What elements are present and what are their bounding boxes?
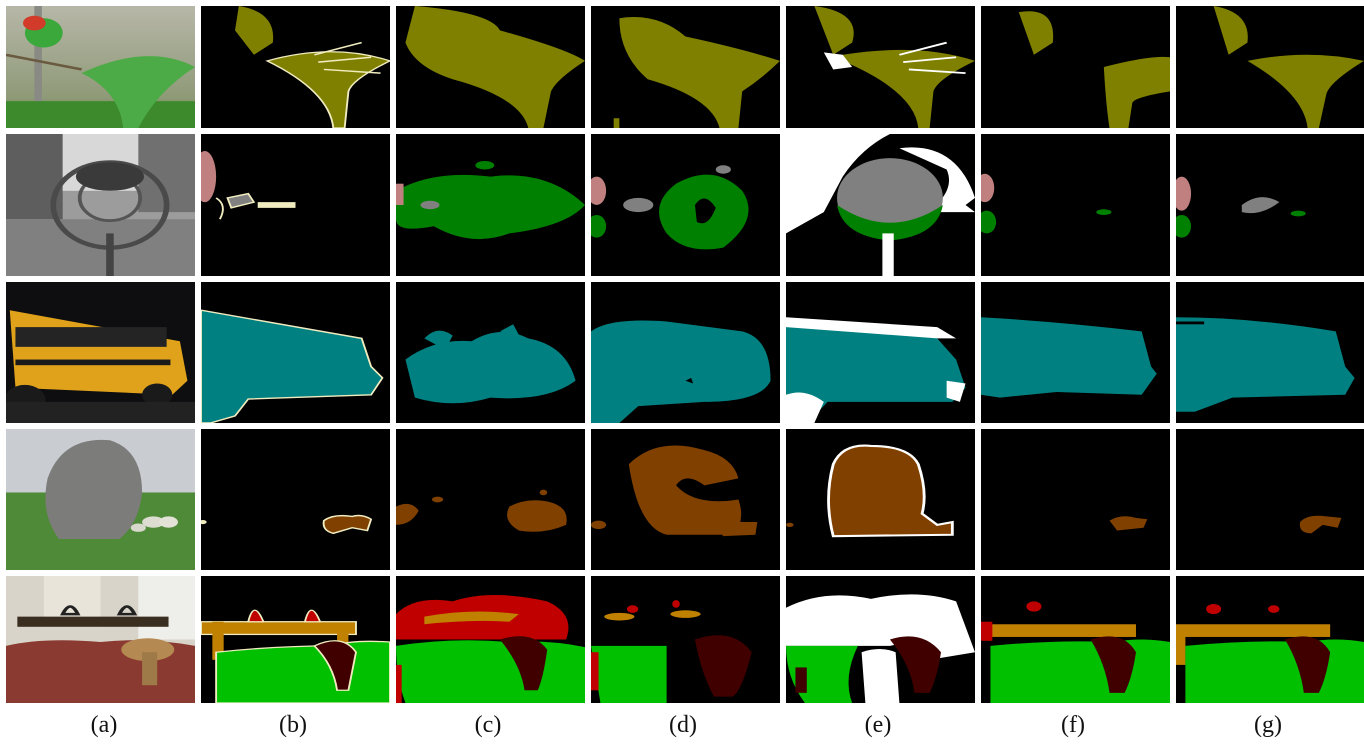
segmentation-mask-row4-col-g xyxy=(1176,429,1364,570)
segmentation-mask-row1-col-f xyxy=(981,6,1170,128)
segmentation-mask-row5-col-b xyxy=(201,576,390,703)
label-e: (e) xyxy=(864,712,892,738)
label-b: (b) xyxy=(279,712,307,738)
segmentation-mask-row3-col-e xyxy=(786,282,975,423)
segmentation-mask-row3-col-d xyxy=(591,282,780,423)
label-g: (g) xyxy=(1254,712,1282,738)
segmentation-mask-row2-col-c xyxy=(396,134,585,276)
segmentation-mask-row2-col-d xyxy=(591,134,780,276)
segmentation-mask-row5-col-g xyxy=(1176,576,1364,703)
segmentation-mask-row3-col-b xyxy=(201,282,390,423)
input-photo-row5-col-a xyxy=(6,576,195,703)
segmentation-mask-row2-col-e xyxy=(786,134,975,276)
input-photo-row3-col-a xyxy=(6,282,195,423)
segmentation-mask-row4-col-b xyxy=(201,429,390,570)
segmentation-mask-row3-col-f xyxy=(981,282,1170,423)
segmentation-mask-row1-col-c xyxy=(396,6,585,128)
segmentation-mask-row4-col-c xyxy=(396,429,585,570)
segmentation-mask-row4-col-f xyxy=(981,429,1170,570)
label-f: (f) xyxy=(1061,712,1085,738)
segmentation-mask-row3-col-c xyxy=(396,282,585,423)
segmentation-mask-row5-col-c xyxy=(396,576,585,703)
label-a: (a) xyxy=(90,712,118,738)
segmentation-mask-row3-col-g xyxy=(1176,282,1364,423)
input-photo-row4-col-a xyxy=(6,429,195,570)
segmentation-mask-row1-col-b xyxy=(201,6,390,128)
label-c: (c) xyxy=(474,712,502,738)
segmentation-mask-row1-col-g xyxy=(1176,6,1364,128)
segmentation-mask-row1-col-d xyxy=(591,6,780,128)
label-d: (d) xyxy=(669,712,697,738)
segmentation-mask-row5-col-d xyxy=(591,576,780,703)
segmentation-mask-row2-col-g xyxy=(1176,134,1364,276)
segmentation-mask-row5-col-e xyxy=(786,576,975,703)
segmentation-mask-row2-col-b xyxy=(201,134,390,276)
segmentation-mask-row5-col-f xyxy=(981,576,1170,703)
segmentation-mask-row1-col-e xyxy=(786,6,975,128)
input-photo-row1-col-a xyxy=(6,6,195,128)
segmentation-mask-row4-col-d xyxy=(591,429,780,570)
segmentation-mask-row4-col-e xyxy=(786,429,975,570)
segmentation-mask-row2-col-f xyxy=(981,134,1170,276)
input-photo-row2-col-a xyxy=(6,134,195,276)
